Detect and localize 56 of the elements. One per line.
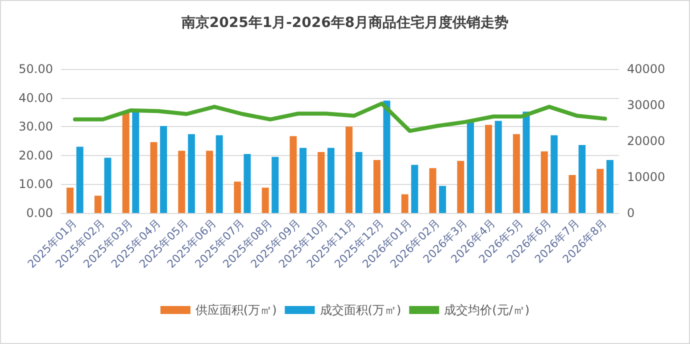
legend-label: 供应面积(万㎡): [195, 303, 277, 317]
bar: [122, 112, 130, 213]
bar: [346, 126, 353, 213]
y-tick-label: 40.00: [18, 90, 53, 105]
chart-title: 南京2025年1月-2026年8月商品住宅月度供销走势: [180, 14, 509, 31]
bar: [550, 135, 558, 213]
bar: [188, 134, 195, 213]
bar: [244, 154, 251, 213]
bar: [466, 122, 474, 213]
y2-tick-label: 30000: [627, 98, 666, 112]
y2-tick-label: 10000: [627, 170, 666, 184]
bar: [327, 148, 334, 213]
y-tick-label: 30.00: [18, 120, 53, 134]
bar: [216, 135, 223, 213]
bar: [429, 168, 436, 213]
y-tick-label: 20.00: [18, 148, 53, 162]
y-tick-label: 10.00: [18, 177, 53, 192]
bar: [104, 158, 112, 213]
legend-label: 成交面积(万㎡): [320, 303, 402, 317]
bar: [234, 182, 241, 213]
bar: [411, 164, 418, 213]
y-tick-label: 50.00: [18, 62, 53, 76]
bar: [485, 124, 492, 213]
bar: [540, 151, 548, 213]
bar: [94, 196, 102, 213]
y2-tick-label: 0: [627, 206, 635, 220]
bar: [512, 134, 520, 213]
bar: [578, 145, 586, 213]
bar: [401, 194, 408, 213]
bar: [160, 126, 168, 213]
bar: [355, 152, 362, 213]
bar: [318, 152, 325, 213]
bar: [272, 156, 279, 213]
bar: [457, 160, 464, 213]
bar: [132, 112, 140, 213]
bar: [66, 188, 74, 213]
y-tick-label: 0.00: [26, 206, 53, 220]
bar: [290, 136, 297, 213]
bar: [206, 150, 214, 213]
legend-label: 成交均价(元/㎡): [444, 303, 530, 317]
bar: [300, 148, 307, 213]
bar: [522, 112, 530, 213]
line-series: [72, 102, 608, 133]
bar: [383, 100, 390, 213]
bar: [76, 146, 84, 213]
bar: [178, 150, 186, 213]
bar: [150, 142, 158, 213]
y2-tick-label: 20000: [627, 134, 666, 148]
bar: [494, 120, 502, 213]
bar: [439, 186, 446, 213]
bar: [262, 188, 269, 213]
bar: [568, 174, 576, 213]
y2-tick-label: 40000: [627, 62, 666, 76]
bar: [373, 160, 380, 213]
bar: [606, 160, 614, 213]
bar: [596, 168, 604, 213]
